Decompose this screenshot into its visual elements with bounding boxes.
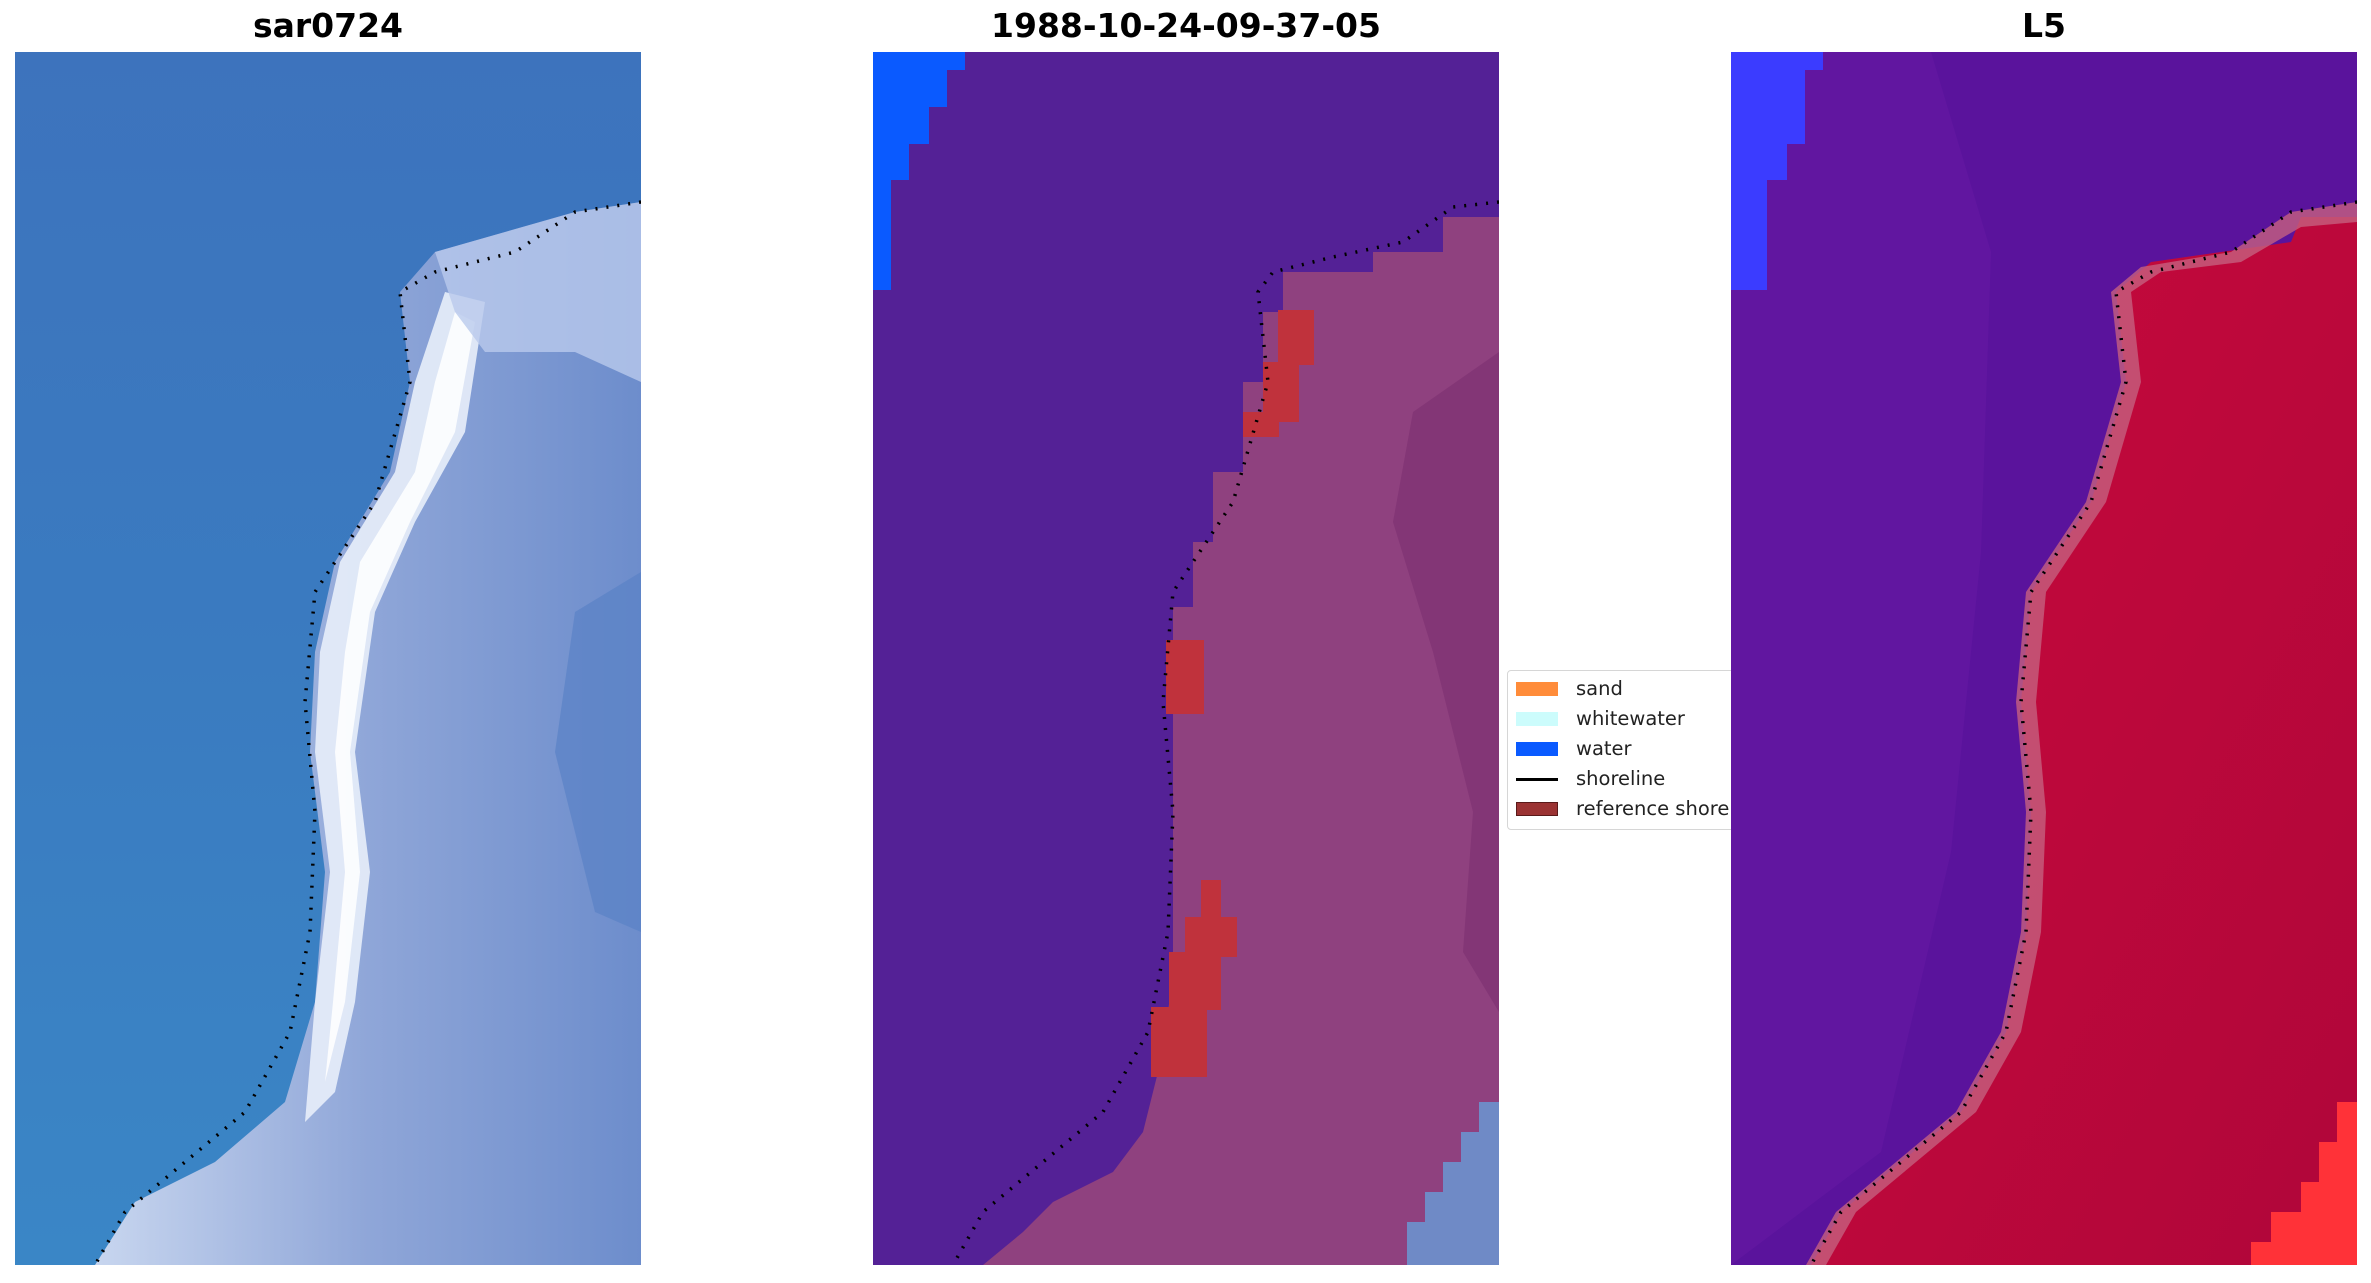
legend-item-water: water <box>1508 735 1736 763</box>
water-swatch <box>1516 742 1558 756</box>
land-index <box>1811 217 2357 1265</box>
bright-red-corner <box>2251 1102 2357 1265</box>
land-area <box>95 202 641 1265</box>
reference-shore-6 <box>1185 917 1237 957</box>
legend-label: reference shore <box>1576 797 1730 820</box>
water-index-shade <box>1731 52 1991 1265</box>
rgb-image <box>15 52 641 1265</box>
reference-shore-5 <box>1201 880 1221 920</box>
classified-image <box>873 52 1499 1265</box>
blue-water-patch <box>1731 52 1823 290</box>
legend-label: water <box>1576 737 1632 760</box>
reference-shore-4 <box>1166 640 1204 714</box>
bright-water-patch <box>873 52 965 290</box>
legend-label: sand <box>1576 677 1623 700</box>
legend-label: whitewater <box>1576 707 1685 730</box>
sediment-patch <box>1407 1102 1499 1265</box>
legend: sand whitewater water shoreline referenc… <box>1507 670 1737 830</box>
legend-item-reference-shore: reference shore <box>1508 795 1736 823</box>
legend-item-sand: sand <box>1508 675 1736 703</box>
land-class <box>983 217 1499 1265</box>
panel-title-rgb: sar0724 <box>252 6 404 45</box>
legend-item-shoreline: shoreline <box>1508 765 1736 793</box>
classified-image-panel <box>873 52 1499 1265</box>
legend-label: shoreline <box>1576 767 1666 790</box>
reference-shore-7 <box>1169 952 1221 1010</box>
reference-shore-8 <box>1151 1007 1207 1077</box>
whitewater-swatch <box>1516 712 1558 726</box>
surf-band-inner <box>325 312 475 1082</box>
shoreline-line <box>1516 778 1558 781</box>
rgb-image-panel <box>15 52 641 1265</box>
shoreline-classified <box>951 200 1499 1265</box>
index-image-panel <box>1731 52 2357 1265</box>
reference-shore-1 <box>1278 310 1314 365</box>
inner-lagoon <box>555 572 641 932</box>
reference-shore-swatch <box>1516 802 1558 816</box>
upper-foam <box>435 202 641 382</box>
legend-item-whitewater: whitewater <box>1508 705 1736 733</box>
panel-title-index: L5 <box>2022 6 2066 45</box>
panel-title-classified: 1988-10-24-09-37-05 <box>991 6 1381 45</box>
index-image <box>1731 52 2357 1265</box>
sand-swatch <box>1516 682 1558 696</box>
reference-shore-3 <box>1243 412 1279 437</box>
land-shade <box>1393 352 1499 1012</box>
